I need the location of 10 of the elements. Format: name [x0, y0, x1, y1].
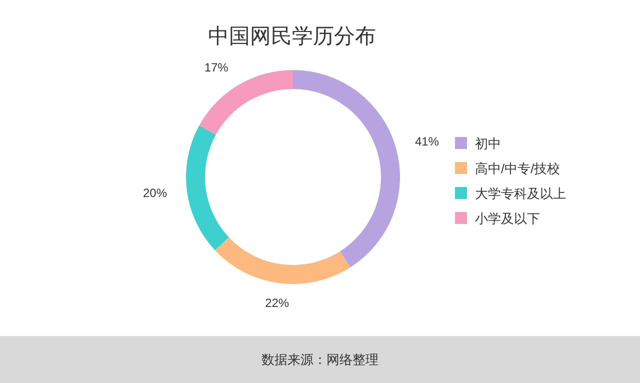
data-label: 22%	[265, 296, 290, 310]
data-label: 20%	[142, 186, 168, 200]
data-label: 41%	[414, 134, 440, 149]
legend-label: 初中	[475, 136, 501, 151]
legend-label: 大学专科及以上	[475, 186, 566, 201]
legend-label: 小学及以下	[475, 211, 540, 226]
data-label: 17%	[204, 60, 229, 75]
source-note: 数据来源：网络整理	[262, 352, 378, 367]
legend-label: 高中/中专/技校	[475, 161, 560, 176]
chart-title: 中国网民学历分布	[208, 25, 376, 48]
